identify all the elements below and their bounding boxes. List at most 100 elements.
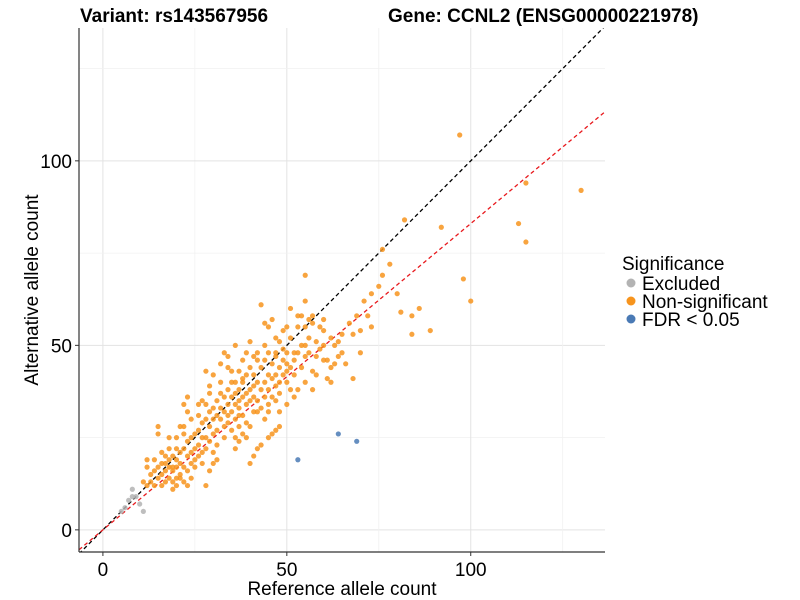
data-point [276,364,283,371]
data-point [247,398,253,404]
data-point [221,409,227,415]
data-point [321,357,327,363]
data-point [280,372,286,378]
data-point [313,372,319,378]
data-point [401,217,408,223]
data-point [346,320,352,326]
data-point [236,405,242,411]
data-point [140,508,146,515]
data-point [313,339,319,345]
data-point [291,394,297,400]
data-point [361,298,367,304]
data-point [236,438,242,444]
data-point [144,464,150,470]
data-point [379,272,386,278]
data-point [229,427,235,433]
data-point [192,464,198,470]
data-point [210,431,216,437]
y-tick-label: 100 [40,152,72,173]
data-point [409,331,415,337]
data-point [298,342,305,348]
data-point [181,464,187,470]
data-point [199,420,205,426]
data-point [273,383,279,389]
data-point [262,342,268,348]
data-point [162,468,169,474]
data-point [177,471,183,478]
data-point [218,416,224,422]
data-point [236,387,242,393]
data-point [416,305,422,312]
reference-lines [79,28,605,552]
data-point [354,313,360,319]
data-point [243,350,249,356]
data-point [133,494,139,500]
data-point [214,442,220,448]
data-point [210,460,216,467]
data-point [251,353,257,360]
data-point [265,350,272,356]
data-point [184,453,191,459]
data-point [229,368,235,374]
data-point [206,383,213,389]
data-point [232,342,238,348]
data-point [206,468,213,474]
data-point [306,335,312,341]
data-point [159,471,165,478]
data-point [240,375,246,382]
data-point [273,350,279,356]
data-point [291,357,297,363]
data-point [523,239,529,245]
data-point [192,431,198,437]
data-point [578,187,584,193]
data-point [159,482,165,489]
data-point [298,313,305,319]
data-point [206,409,213,415]
legend-label: FDR < 0.05 [642,310,740,331]
data-point [144,457,150,463]
data-point [324,375,330,382]
data-point [265,372,272,378]
data-point [126,497,132,503]
data-point [159,460,165,467]
data-point [321,316,327,323]
data-point [155,475,161,481]
data-point [332,361,338,367]
data-point [265,435,272,441]
data-point [203,368,209,374]
data-point [192,457,198,463]
data-point [173,464,180,470]
data-point [221,350,227,356]
data-point [199,460,205,467]
data-point [368,324,375,330]
grid [79,28,605,552]
data-point [335,431,341,437]
data-point [184,482,191,489]
data-point [240,431,246,437]
data-point [335,353,341,360]
data-point [273,398,279,404]
data-point [214,427,220,433]
data-point [181,479,187,485]
data-point [295,457,301,463]
data-point [251,383,257,389]
data-point [214,398,220,404]
data-point [203,435,209,441]
legend-title: Significance [622,254,724,275]
data-point [350,331,356,337]
data-point [206,390,213,396]
data-point [151,468,158,474]
data-point [457,132,463,138]
data-point [309,313,316,319]
data-point [170,453,176,459]
data-point [206,423,213,430]
data-point [229,394,235,400]
data-point [302,353,308,360]
data-point [273,372,279,378]
x-axis-label: Reference allele count [247,579,437,600]
data-point [173,446,180,452]
data-point [313,353,319,360]
data-point [188,435,194,441]
data-point [262,416,268,422]
data-point [284,379,290,385]
